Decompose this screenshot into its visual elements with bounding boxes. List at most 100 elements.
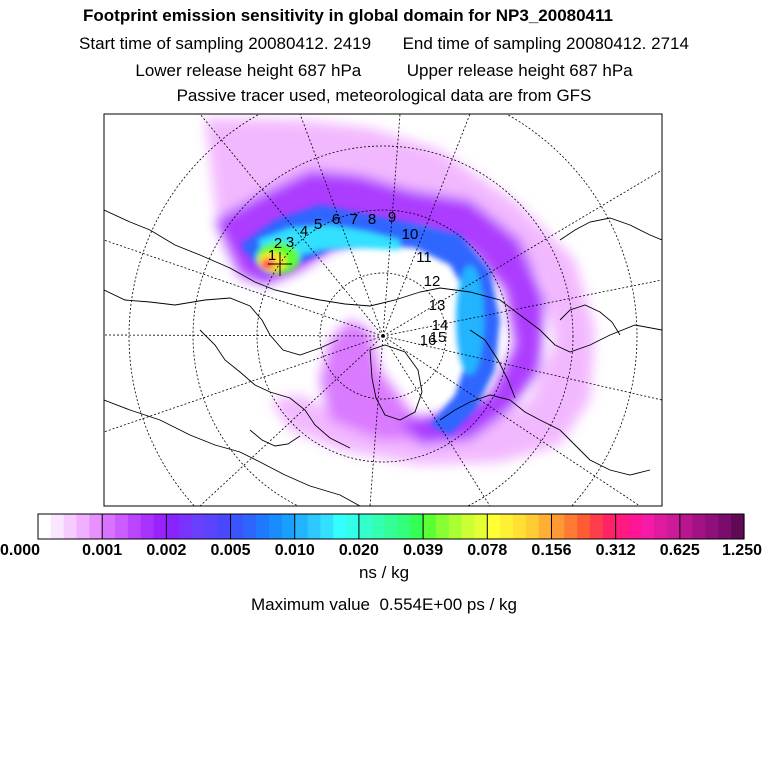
colorbar-tick-label: 0.156 — [531, 542, 571, 559]
coastline-scandinavia — [469, 329, 516, 399]
coastline-japan — [559, 304, 621, 336]
colorbar-swatch — [679, 514, 694, 539]
colorbar-swatch — [333, 514, 347, 539]
trajectory-label: 4 — [300, 223, 308, 240]
meridian — [104, 335, 384, 433]
colorbar-swatch — [461, 514, 476, 539]
footprint-field — [205, 118, 595, 465]
trajectory-label: 16 — [420, 332, 437, 349]
meridian — [382, 114, 401, 337]
start-time-value: 20080412. 2419 — [248, 34, 372, 53]
colorbar-swatch — [204, 514, 219, 539]
map-frame — [103, 113, 663, 507]
coastline-hudson — [249, 429, 301, 447]
colorbar-swatch — [705, 514, 719, 539]
coastline-asia — [104, 209, 662, 353]
colorbar-swatch — [474, 514, 488, 539]
colorbar-tick-label: 0.312 — [596, 542, 636, 559]
colorbar-tick-label: 0.039 — [403, 542, 443, 559]
start-time-label: Start time of sampling — [79, 34, 244, 53]
meridian — [369, 335, 384, 506]
end-time-value: 20080412. 2714 — [566, 34, 689, 53]
colorbar-swatch — [512, 514, 527, 539]
trajectory-label: 8 — [368, 211, 376, 228]
colorbar-swatch — [281, 514, 296, 539]
colorbar-tick-label: 0.000 — [0, 542, 40, 559]
chart-title: Footprint emission sensitivity in global… — [83, 6, 613, 25]
colorbar-swatch — [564, 514, 578, 539]
colorbar-swatch — [115, 514, 129, 539]
colorbar-tick-label: 0.002 — [146, 542, 186, 559]
colorbar-swatch — [63, 514, 78, 539]
colorbar-swatch — [589, 514, 604, 539]
release-marker — [268, 252, 292, 276]
colorbar-frame — [37, 513, 745, 540]
colorbar-swatch — [654, 514, 668, 539]
latitude-circle — [128, 114, 638, 506]
colorbar-swatch — [269, 514, 283, 539]
coastline-north-america — [104, 399, 361, 506]
meridian — [382, 335, 641, 506]
coastline-europe — [439, 394, 651, 476]
colorbar-swatch — [76, 514, 90, 539]
meridian — [382, 279, 662, 337]
colorbar-swatch — [551, 514, 565, 539]
upper-height-value: 687 hPa — [569, 61, 633, 80]
meridians — [104, 114, 662, 506]
colorbar-swatch — [615, 514, 630, 539]
colorbar-swatch — [89, 514, 103, 539]
colorbar: 0.000 0.001 0.002 0.005 0.010 0.020 0.039 0.078… — [0, 513, 762, 559]
colorbar-swatch — [666, 514, 681, 539]
trajectory-label: 9 — [388, 209, 396, 226]
trajectory-label: 10 — [402, 226, 419, 243]
lower-height-label: Lower release height — [135, 61, 294, 80]
colorbar-swatch — [525, 514, 540, 539]
meridian — [382, 335, 491, 506]
colorbar-swatch — [692, 514, 707, 539]
trajectory-label: 5 — [314, 216, 322, 233]
maximum-value-line: Maximum value 0.554E+00 ps / kg — [0, 595, 768, 615]
colorbar-swatch — [538, 514, 553, 539]
colorbar-swatch — [384, 514, 399, 539]
colorbar-swatch — [718, 514, 732, 539]
trajectory-label: 7 — [350, 211, 358, 228]
colorbar-swatch — [577, 514, 591, 539]
colorbar-tick-label: 0.005 — [211, 542, 251, 559]
colorbar-swatch — [140, 514, 155, 539]
colorbar-swatch — [192, 514, 206, 539]
trajectory-label: 11 — [416, 249, 432, 266]
meridian — [104, 334, 384, 337]
colorbar-tick-label: 0.001 — [82, 542, 122, 559]
colorbar-swatch — [153, 514, 167, 539]
colorbar-swatch — [38, 514, 52, 539]
meridian — [199, 335, 384, 506]
meridian — [104, 239, 384, 337]
lower-height-value: 687 hPa — [297, 61, 362, 80]
trajectory-label: 14 — [432, 317, 449, 334]
colorbar-swatch — [50, 514, 65, 539]
coastline-east-asia — [559, 217, 662, 241]
latitude-circle — [256, 209, 510, 463]
trajectory-label: 15 — [430, 329, 447, 346]
colorbar-swatch — [628, 514, 642, 539]
sampling-time-line: Start time of sampling 20080412. 2419 En… — [0, 34, 768, 54]
coastline-alaska — [104, 289, 339, 356]
footprint-cyan-east — [456, 265, 484, 375]
colorbar-swatch — [307, 514, 321, 539]
max-value-unit: ps / kg — [466, 595, 518, 614]
colorbar-swatch — [500, 514, 514, 539]
trajectory-label: 3 — [286, 234, 294, 251]
footprint-blue-band — [240, 205, 500, 435]
colorbar-swatch — [731, 514, 745, 539]
coastline-greenland — [369, 344, 423, 421]
footprint-inner-arc-west — [320, 320, 430, 440]
coastline-canada — [199, 329, 351, 449]
colorbar-swatch — [243, 514, 257, 539]
colorbar-tick-label: 0.078 — [467, 542, 507, 559]
colorbar-tick-label: 0.010 — [275, 542, 315, 559]
colorbar-unit-label: ns / kg — [358, 563, 410, 582]
latitude-circles — [128, 114, 638, 506]
colorbar-swatch — [397, 514, 411, 539]
colorbar-swatch — [435, 514, 450, 539]
